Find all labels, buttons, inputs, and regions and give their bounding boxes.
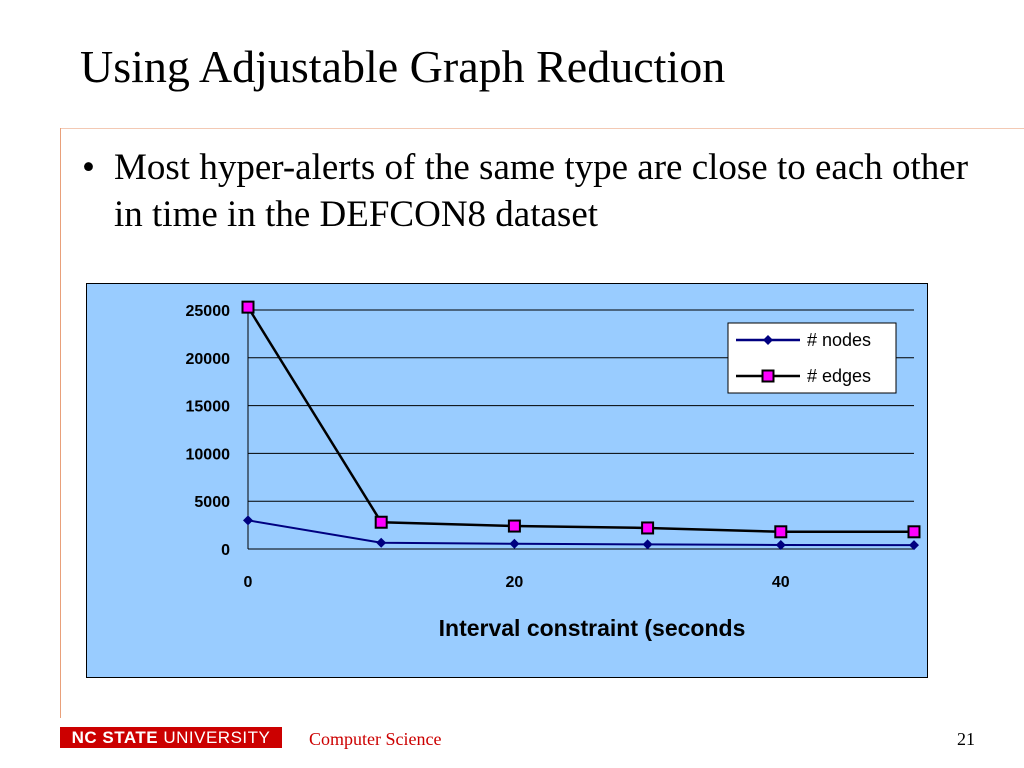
- legend-marker-1: [761, 369, 775, 383]
- series-0-point-5: [909, 540, 919, 551]
- x-tick-label-1: 20: [506, 574, 524, 591]
- legend-marker-0: [763, 335, 773, 345]
- y-tick-label-5: 25000: [186, 303, 231, 320]
- series-1-point-1: [374, 515, 388, 529]
- series-0-point-2: [509, 538, 520, 549]
- y-tick-label-0: 0: [221, 542, 230, 559]
- chart-canvas: 0 5000 10000 15000 20000 25000 0 20 40 Interval c…: [186, 300, 921, 641]
- series-1-point-4: [774, 525, 788, 539]
- left-divider: [60, 128, 61, 718]
- series-1-point-5: [907, 525, 921, 539]
- y-tick-label-3: 15000: [186, 399, 231, 416]
- bullet-point: • Most hyper-alerts of the same type are…: [82, 144, 982, 238]
- series-0-point-4: [775, 539, 786, 550]
- page-number: 21: [957, 729, 975, 749]
- series-0-point-0: [243, 515, 253, 526]
- y-tick-label-4: 20000: [186, 351, 231, 368]
- logo-rest-text: UNIVERSITY: [158, 728, 271, 747]
- y-tick-label-1: 5000: [194, 494, 230, 511]
- bullet-marker: •: [82, 147, 95, 188]
- series-line-0: [247, 519, 915, 547]
- series-1-point-0: [241, 300, 255, 314]
- series-0-point-1: [376, 537, 387, 548]
- x-tick-label-0: 0: [244, 574, 253, 591]
- series-line-1: [246, 306, 914, 534]
- line-chart: 0 5000 10000 15000 20000 25000 0 20 40 Interval c…: [86, 283, 928, 678]
- series-1-point-3: [641, 521, 655, 535]
- y-tick-label-2: 10000: [186, 446, 231, 463]
- legend-label-1: # edges: [807, 366, 871, 386]
- logo-bold-text: NC STATE: [71, 728, 159, 747]
- x-tick-label-2: 40: [772, 574, 790, 591]
- legend-box: [727, 322, 897, 394]
- series-1-point-2: [507, 519, 521, 533]
- slide-title: Using Adjustable Graph Reduction: [80, 41, 726, 92]
- ncsu-logo: NC STATE UNIVERSITY: [60, 727, 282, 748]
- header-divider: [60, 128, 1024, 129]
- legend-label-0: # nodes: [807, 330, 871, 350]
- footer-department: Computer Science: [309, 729, 442, 749]
- x-axis-label: Interval constraint (seconds: [439, 615, 746, 641]
- series-0-point-3: [642, 539, 653, 550]
- bullet-text: Most hyper-alerts of the same type are c…: [114, 147, 969, 235]
